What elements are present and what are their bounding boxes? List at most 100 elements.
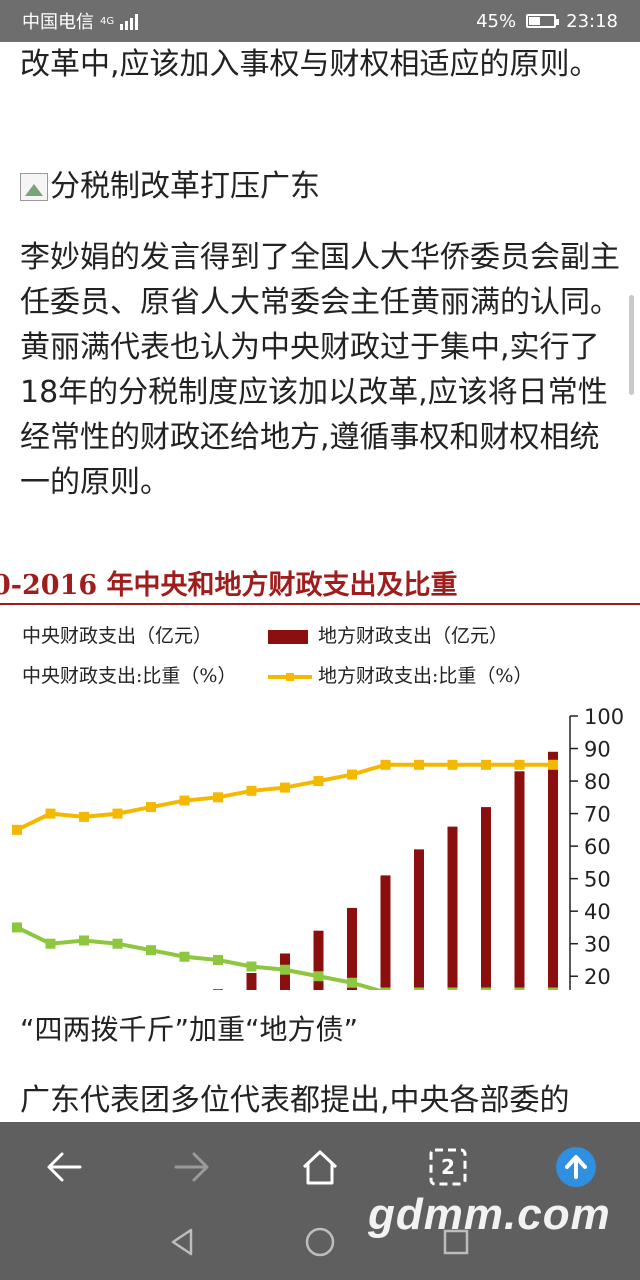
finance-chart: 0-2016 年中央和地方财政支出及比重 中央财政支出（亿元） 地方财政支出（亿元… xyxy=(0,569,640,990)
signal-icon xyxy=(120,14,139,30)
series-line xyxy=(16,762,553,832)
arrow-up-circle-icon xyxy=(556,1147,596,1187)
point xyxy=(380,759,391,770)
bar xyxy=(514,771,525,990)
chart-legend: 中央财政支出（亿元） 地方财政支出（亿元） 中央财政支出:比重（%） 地方财政支出:比… xyxy=(22,625,532,687)
tabs-button[interactable]: 2 xyxy=(418,1142,478,1192)
point xyxy=(548,759,558,770)
legend-label: 地方财政支出:比重（%） xyxy=(318,665,532,687)
y-tick-label: 20 xyxy=(584,965,611,989)
network-type: 4G xyxy=(100,15,115,27)
point xyxy=(213,792,223,803)
bar xyxy=(347,907,357,990)
system-recents-button[interactable] xyxy=(436,1222,476,1262)
y-tick-label: 40 xyxy=(584,900,611,924)
broken-image[interactable]: 分税制改革打压广东 xyxy=(20,164,320,209)
point xyxy=(246,961,257,972)
point xyxy=(514,759,525,770)
status-right: 45% 23:18 xyxy=(476,11,618,32)
paragraph-1: 改革中,应该加入事权与财权相适应的原则。 xyxy=(20,47,600,82)
status-left: 中国电信 4G xyxy=(22,8,142,34)
point xyxy=(79,935,89,946)
bar xyxy=(548,751,558,990)
point xyxy=(280,782,290,793)
legend-label: 地方财政支出（亿元） xyxy=(318,625,508,647)
circle-home-icon xyxy=(305,1227,335,1257)
forward-arrow-icon xyxy=(174,1152,209,1182)
forward-button[interactable] xyxy=(162,1142,222,1192)
line-series xyxy=(12,759,558,990)
point xyxy=(414,987,424,990)
point xyxy=(213,954,223,965)
bar xyxy=(246,972,257,990)
y-tick-label: 100 xyxy=(584,705,624,729)
system-back-button[interactable] xyxy=(162,1222,202,1262)
chart-title: 0-2016 年中央和地方财政支出及比重 xyxy=(0,569,458,601)
triangle-back-icon xyxy=(171,1228,193,1256)
back-button[interactable] xyxy=(34,1142,94,1192)
point xyxy=(146,802,156,813)
bar xyxy=(481,807,491,990)
home-icon xyxy=(302,1150,338,1185)
point xyxy=(179,795,190,806)
home-button[interactable] xyxy=(290,1142,350,1192)
point xyxy=(380,987,391,990)
bar xyxy=(213,989,223,990)
legend-label: 中央财政支出（亿元） xyxy=(22,625,212,647)
point xyxy=(45,938,56,949)
legend-swatch-local-bar xyxy=(268,630,308,644)
bar xyxy=(447,826,458,990)
y-tick-label: 70 xyxy=(584,803,611,827)
point xyxy=(179,951,190,962)
y-tick-label: 60 xyxy=(584,835,611,859)
point xyxy=(112,938,123,949)
paragraph-3: 广东代表团多位代表都提出,中央各部委的 xyxy=(20,1083,570,1118)
legend-label: 中央财政支出:比重（%） xyxy=(22,665,236,687)
y-axis-right: 100 90 80 70 60 50 40 30 20 xyxy=(569,705,624,990)
point xyxy=(548,987,558,990)
point xyxy=(481,759,491,770)
browser-toolbar: 2 xyxy=(0,1122,640,1280)
subheading: “四两拨千斤”加重“地方债” xyxy=(20,1013,359,1046)
point xyxy=(481,987,491,990)
point xyxy=(313,776,324,787)
point xyxy=(313,971,324,982)
point xyxy=(79,811,89,822)
clock: 23:18 xyxy=(566,10,618,32)
image-alt-text: 分税制改革打压广东 xyxy=(50,169,320,204)
paragraph-2: 李妙娟的发言得到了全国人大华侨委员会副主任委员、原省人大常委会主任黄丽满的认同。… xyxy=(20,240,620,500)
point xyxy=(112,808,123,819)
point xyxy=(514,987,525,990)
bar xyxy=(380,875,391,990)
y-tick-label: 30 xyxy=(584,933,611,957)
system-home-button[interactable] xyxy=(300,1222,340,1262)
bar xyxy=(414,849,424,990)
point xyxy=(45,808,56,819)
point xyxy=(447,987,458,990)
watermark: gdmm.com xyxy=(368,1190,611,1239)
y-tick-label: 80 xyxy=(584,770,611,794)
bar xyxy=(313,930,324,990)
point xyxy=(246,785,257,796)
y-tick-label: 90 xyxy=(584,738,611,762)
carrier-label: 中国电信 xyxy=(22,12,94,33)
point xyxy=(12,922,22,933)
battery-percent: 45% xyxy=(476,10,517,32)
point xyxy=(414,759,424,770)
broken-image-icon xyxy=(20,172,48,201)
point xyxy=(447,759,458,770)
legend-marker-local-line xyxy=(286,673,294,681)
battery-icon xyxy=(526,14,560,28)
point xyxy=(12,824,22,835)
tabs-icon xyxy=(429,1148,467,1186)
scroll-top-button[interactable] xyxy=(546,1142,606,1192)
y-tick-label: 50 xyxy=(584,868,611,892)
tab-count: 2 xyxy=(441,1155,455,1179)
point xyxy=(347,769,357,780)
point xyxy=(347,977,357,988)
bar-series xyxy=(213,751,558,990)
scrollbar[interactable] xyxy=(629,295,634,395)
point xyxy=(146,945,156,956)
chart-image: 0-2016 年中央和地方财政支出及比重 中央财政支出（亿元） 地方财政支出（亿元… xyxy=(0,560,640,990)
back-arrow-icon xyxy=(47,1152,82,1182)
